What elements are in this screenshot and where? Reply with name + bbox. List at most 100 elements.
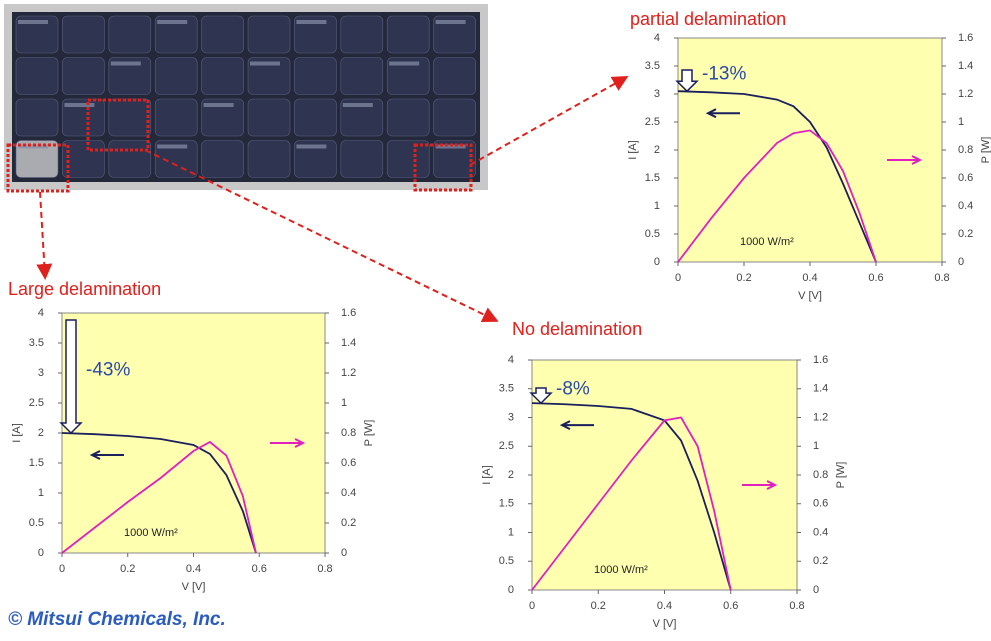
irradiance-label: 1000 W/m² bbox=[740, 236, 794, 248]
cell-streak bbox=[435, 20, 466, 24]
cell bbox=[201, 15, 244, 54]
y2-tick-label: 0.6 bbox=[813, 498, 828, 510]
y2-tick-label: 0.2 bbox=[813, 555, 828, 567]
y-tick-label: 3 bbox=[654, 88, 660, 100]
cell bbox=[294, 140, 337, 178]
x-tick-label: 0.2 bbox=[120, 563, 135, 575]
cell bbox=[294, 57, 337, 95]
x-tick-label: 0.2 bbox=[591, 600, 606, 612]
cell-streak bbox=[110, 61, 141, 66]
y-tick-label: 2 bbox=[38, 427, 44, 439]
chart-title: Large delamination bbox=[8, 279, 161, 299]
x-tick-label: 0.8 bbox=[317, 563, 332, 575]
series-line bbox=[61, 432, 257, 554]
y-tick-label: 2.5 bbox=[645, 116, 660, 128]
cell bbox=[62, 98, 105, 137]
cell bbox=[15, 57, 59, 95]
cell-streak bbox=[64, 103, 95, 107]
cell bbox=[340, 140, 384, 178]
cell-streak bbox=[342, 103, 373, 107]
y-tick-label: 1.5 bbox=[499, 498, 514, 510]
y-tick-label: 0.5 bbox=[29, 517, 44, 529]
highlight-box bbox=[413, 143, 473, 192]
cell bbox=[108, 140, 152, 178]
cell bbox=[294, 98, 337, 137]
y-tick-label: 1 bbox=[38, 487, 44, 499]
plot-area bbox=[61, 312, 326, 554]
y2-tick-label: 1.6 bbox=[341, 307, 356, 319]
y-tick-label: 0.5 bbox=[499, 555, 514, 567]
cell bbox=[154, 140, 198, 178]
drop-label: -13% bbox=[702, 64, 746, 85]
cell bbox=[62, 15, 105, 54]
cell bbox=[62, 57, 105, 95]
y2-tick-label: 0.8 bbox=[958, 144, 973, 156]
y-tick-label: 2.5 bbox=[499, 440, 514, 452]
y2-tick-label: 1 bbox=[341, 397, 347, 409]
connector bbox=[144, 149, 499, 322]
chart-title: No delamination bbox=[512, 319, 642, 339]
cell bbox=[15, 15, 59, 54]
x-tick-label: 0.8 bbox=[789, 600, 804, 612]
cell bbox=[154, 15, 198, 54]
drop-arrow bbox=[59, 319, 83, 435]
y2-tick-label: 1.6 bbox=[813, 354, 828, 366]
y2-tick-label: 0 bbox=[813, 584, 819, 596]
x-tick-label: 0.4 bbox=[657, 600, 672, 612]
cell bbox=[201, 140, 244, 178]
y2-axis-label: P [W] bbox=[363, 420, 375, 447]
cell bbox=[108, 98, 152, 137]
y-tick-label: 3 bbox=[38, 367, 44, 379]
cell bbox=[247, 98, 291, 137]
cell bbox=[15, 98, 59, 137]
x-tick-label: 0.6 bbox=[252, 563, 267, 575]
cell bbox=[386, 140, 430, 178]
y-tick-label: 0 bbox=[38, 547, 44, 559]
y-tick-label: 4 bbox=[508, 354, 514, 366]
cell-streak bbox=[157, 144, 188, 149]
y2-tick-label: 0.8 bbox=[813, 469, 828, 481]
series-line bbox=[61, 440, 257, 554]
cell bbox=[62, 140, 105, 178]
drop-label: -8% bbox=[556, 379, 590, 400]
irradiance-label: 1000 W/m² bbox=[124, 527, 178, 539]
y2-tick-label: 1.2 bbox=[341, 367, 356, 379]
cell-streak bbox=[296, 20, 327, 24]
chart-title: partial delamination bbox=[630, 9, 786, 29]
cell bbox=[247, 15, 291, 54]
y-axis-label: I [A] bbox=[11, 423, 23, 443]
cell bbox=[433, 15, 476, 54]
y-tick-label: 1.5 bbox=[29, 457, 44, 469]
cell bbox=[154, 57, 198, 95]
y2-tick-label: 1.4 bbox=[341, 337, 356, 349]
y-tick-label: 4 bbox=[654, 32, 660, 44]
cell bbox=[201, 98, 244, 137]
panel-cells bbox=[15, 15, 476, 178]
cell bbox=[433, 140, 476, 178]
y2-axis-label: P [W] bbox=[980, 137, 991, 164]
current-arrow bbox=[89, 450, 124, 460]
y2-tick-label: 1.2 bbox=[813, 411, 828, 423]
x-axis-label: V [V] bbox=[653, 618, 677, 630]
y2-tick-label: 0 bbox=[958, 256, 964, 268]
y-tick-label: 1.5 bbox=[645, 172, 660, 184]
y2-tick-label: 0.8 bbox=[341, 427, 356, 439]
y2-tick-label: 1 bbox=[813, 440, 819, 452]
x-tick-label: 0.4 bbox=[186, 563, 201, 575]
cell bbox=[247, 57, 291, 95]
y2-tick-label: 0.2 bbox=[341, 517, 356, 529]
power-arrow bbox=[742, 480, 778, 490]
highlight-box bbox=[6, 143, 70, 193]
cell bbox=[340, 57, 384, 95]
drop-label: -43% bbox=[86, 360, 130, 381]
y2-tick-label: 0.4 bbox=[341, 487, 356, 499]
cell-streak bbox=[389, 61, 420, 66]
irradiance-label: 1000 W/m² bbox=[594, 564, 648, 576]
series-line bbox=[531, 416, 732, 591]
cell bbox=[294, 15, 337, 54]
y-tick-label: 0 bbox=[654, 256, 660, 268]
y-tick-label: 2 bbox=[654, 144, 660, 156]
cell-streak bbox=[250, 61, 280, 66]
cell bbox=[15, 140, 59, 178]
